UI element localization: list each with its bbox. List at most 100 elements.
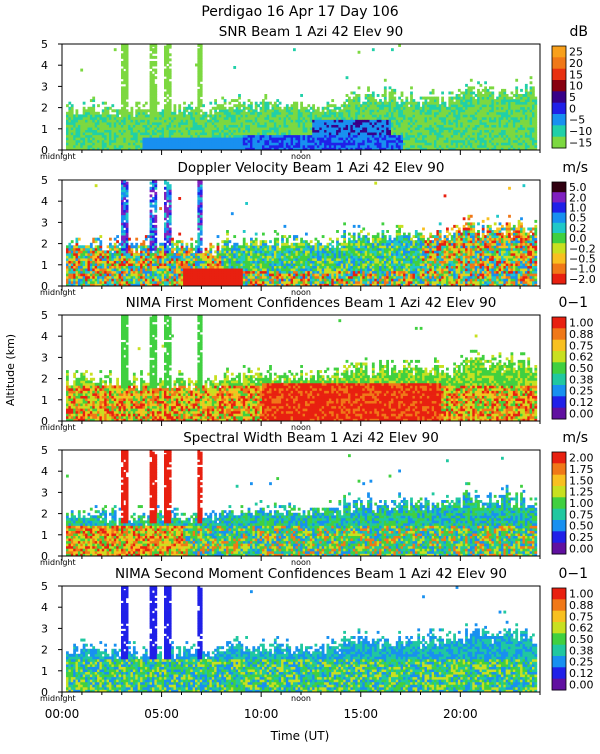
heatmap-cell xyxy=(150,71,153,74)
heatmap-cell xyxy=(515,89,518,92)
heatmap-cell xyxy=(350,130,353,133)
heatmap-cell xyxy=(252,125,255,128)
heatmap-cell xyxy=(92,266,95,269)
heatmap-cell xyxy=(123,127,126,130)
heatmap-cell xyxy=(166,130,169,133)
heatmap-cell xyxy=(341,127,344,130)
heatmap-cell xyxy=(236,104,239,107)
heatmap-cell xyxy=(300,94,303,97)
heatmap-cell xyxy=(362,109,365,112)
heatmap-cell xyxy=(427,97,430,100)
heatmap-cell xyxy=(92,261,95,264)
heatmap-cell xyxy=(523,94,526,97)
heatmap-cell xyxy=(477,89,480,92)
heatmap-cell xyxy=(164,117,167,120)
heatmap-cell xyxy=(413,132,416,135)
heatmap-cell xyxy=(439,132,442,135)
heatmap-cell xyxy=(150,66,153,69)
heatmap-cell xyxy=(396,107,399,110)
heatmap-cell xyxy=(123,76,126,79)
heatmap-cell xyxy=(131,145,134,148)
heatmap-cell xyxy=(465,145,468,148)
heatmap-cell xyxy=(374,102,377,105)
heatmap-cell xyxy=(389,140,392,143)
heatmap-cell xyxy=(171,268,174,271)
heatmap-cell xyxy=(226,127,229,130)
heatmap-cell xyxy=(95,130,98,133)
heatmap-cell xyxy=(135,102,138,105)
heatmap-cell xyxy=(152,238,155,241)
heatmap-cell xyxy=(231,145,234,148)
heatmap-cell xyxy=(147,245,150,248)
heatmap-cell xyxy=(123,256,126,259)
heatmap-cell xyxy=(425,135,428,138)
heatmap-cell xyxy=(491,135,494,138)
heatmap-cell xyxy=(405,107,408,110)
heatmap-cell xyxy=(102,145,105,148)
heatmap-cell xyxy=(166,278,169,281)
heatmap-cell xyxy=(477,145,480,148)
heatmap-cell xyxy=(221,127,224,130)
heatmap-cell xyxy=(219,127,222,130)
heatmap-cell xyxy=(458,137,461,140)
heatmap-cell xyxy=(219,125,222,128)
heatmap-cell xyxy=(534,107,537,110)
heatmap-cell xyxy=(496,127,499,130)
heatmap-cell xyxy=(534,122,537,125)
heatmap-cell xyxy=(429,132,432,135)
heatmap-cell xyxy=(434,130,437,133)
heatmap-cell xyxy=(444,127,447,130)
heatmap-cell xyxy=(382,142,385,145)
heatmap-cell xyxy=(274,109,277,112)
heatmap-cell xyxy=(523,109,526,112)
heatmap-cell xyxy=(284,122,287,125)
heatmap-cell xyxy=(511,114,514,117)
heatmap-cell xyxy=(508,142,511,145)
heatmap-cell xyxy=(147,109,150,112)
heatmap-cell xyxy=(343,125,346,128)
heatmap-cell xyxy=(523,120,526,123)
heatmap-cell xyxy=(312,104,315,107)
heatmap-cell xyxy=(207,120,210,123)
heatmap-cell xyxy=(463,99,466,102)
heatmap-cell xyxy=(128,276,131,279)
heatmap-cell xyxy=(499,122,502,125)
heatmap-cell xyxy=(238,117,241,120)
heatmap-cell xyxy=(403,117,406,120)
heatmap-cell xyxy=(487,102,490,105)
heatmap-cell xyxy=(358,137,361,140)
heatmap-cell xyxy=(534,142,537,145)
heatmap-cell xyxy=(78,273,81,276)
heatmap-cell xyxy=(532,97,535,100)
heatmap-cell xyxy=(515,142,518,145)
heatmap-cell xyxy=(487,99,490,102)
heatmap-cell xyxy=(147,127,150,130)
heatmap-cell xyxy=(143,142,146,145)
heatmap-cell xyxy=(393,140,396,143)
heatmap-cell xyxy=(319,114,322,117)
heatmap-cell xyxy=(358,125,361,128)
heatmap-cell xyxy=(420,107,423,110)
heatmap-cell xyxy=(114,263,117,266)
heatmap-cell xyxy=(269,140,272,143)
heatmap-cell xyxy=(434,117,437,120)
heatmap-cell xyxy=(262,135,265,138)
heatmap-cell xyxy=(162,276,165,279)
heatmap-cell xyxy=(123,225,126,228)
heatmap-cell xyxy=(329,117,332,120)
heatmap-cell xyxy=(439,104,442,107)
heatmap-cell xyxy=(250,114,253,117)
heatmap-cell xyxy=(420,114,423,117)
heatmap-cell xyxy=(346,112,349,115)
heatmap-cell xyxy=(174,112,177,115)
heatmap-cell xyxy=(393,135,396,138)
heatmap-cell xyxy=(448,125,451,128)
heatmap-cell xyxy=(413,114,416,117)
heatmap-cell xyxy=(401,102,404,105)
heatmap-cell xyxy=(164,256,167,259)
heatmap-cell xyxy=(491,86,494,89)
heatmap-cell xyxy=(307,120,310,123)
heatmap-cell xyxy=(154,114,157,117)
heatmap-cell xyxy=(171,120,174,123)
heatmap-cell xyxy=(174,278,177,281)
